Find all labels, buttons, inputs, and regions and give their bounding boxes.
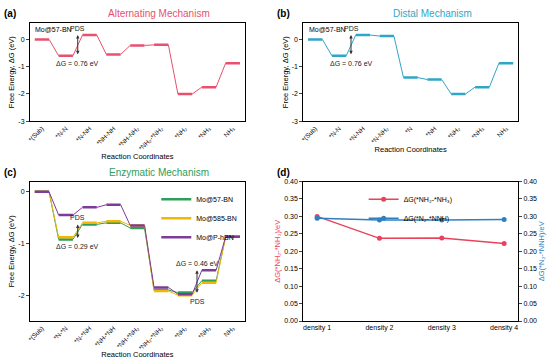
svg-text:0: 0 <box>21 188 25 195</box>
svg-text:-1: -1 <box>292 63 298 70</box>
svg-text:*NH₂-*NH₂: *NH₂-*NH₂ <box>137 125 164 152</box>
svg-text:ΔG(*NH₂-*NH₃)/eV: ΔG(*NH₂-*NH₃)/eV <box>273 220 282 283</box>
svg-text:0.10: 0.10 <box>523 283 537 290</box>
svg-text:*N-NH₂: *N-NH₂ <box>370 125 390 145</box>
svg-text:Mo@57-BN: Mo@57-BN <box>196 196 233 203</box>
svg-text:*(Sub): *(Sub) <box>27 125 46 144</box>
svg-text:*NH-NH: *NH-NH <box>95 125 117 147</box>
svg-text:Reaction Coordinates: Reaction Coordinates <box>375 145 447 154</box>
svg-text:*NH₃: *NH₃ <box>197 125 212 140</box>
svg-text:PDS: PDS <box>70 214 85 221</box>
svg-text:-2: -2 <box>18 90 24 97</box>
svg-text:*NH: *NH <box>424 125 438 139</box>
svg-text:density 1: density 1 <box>303 324 331 332</box>
svg-text:Mo@57-BN: Mo@57-BN <box>309 26 346 33</box>
svg-text:-3: -3 <box>292 118 298 125</box>
svg-text:*NH-*NH₂: *NH-*NH₂ <box>115 324 140 349</box>
svg-text:Reaction Coordinates: Reaction Coordinates <box>101 350 173 359</box>
svg-text:-2: -2 <box>18 292 24 299</box>
svg-text:(b): (b) <box>277 8 290 19</box>
svg-text:0.05: 0.05 <box>284 300 298 307</box>
svg-text:*NH-*NH: *NH-*NH <box>93 324 117 348</box>
svg-text:*(Sub): *(Sub) <box>27 325 46 344</box>
svg-text:*NH-NH₂: *NH-NH₂ <box>117 125 141 149</box>
svg-text:0.00: 0.00 <box>284 317 298 324</box>
svg-text:Mo@585-BN: Mo@585-BN <box>196 215 237 222</box>
svg-text:ΔG(*N₂-*NNH)/eV: ΔG(*N₂-*NNH)/eV <box>537 221 546 281</box>
svg-text:ΔG = 0.76 eV: ΔG = 0.76 eV <box>56 60 99 67</box>
svg-text:Enzymatic Mechanism: Enzymatic Mechanism <box>109 167 209 178</box>
svg-text:PDS: PDS <box>70 25 85 32</box>
svg-text:Distal Mechanism: Distal Mechanism <box>393 8 472 19</box>
svg-text:density 3: density 3 <box>428 324 456 332</box>
svg-text:NH₃: NH₃ <box>496 125 510 139</box>
svg-text:0: 0 <box>21 36 25 43</box>
svg-text:density 4: density 4 <box>490 324 518 332</box>
svg-text:density 2: density 2 <box>365 324 393 332</box>
svg-text:-1: -1 <box>18 63 24 70</box>
svg-text:ΔG = 0.76 eV: ΔG = 0.76 eV <box>330 60 373 67</box>
svg-text:0.35: 0.35 <box>523 195 537 202</box>
svg-text:ΔG = 0.46 eV: ΔG = 0.46 eV <box>176 260 219 267</box>
svg-text:*N-N: *N-N <box>54 125 69 140</box>
svg-text:(d): (d) <box>277 167 290 178</box>
svg-text:*NH₂: *NH₂ <box>173 324 188 339</box>
svg-text:*N-*N: *N-*N <box>52 324 69 341</box>
svg-text:Mo@P-hBN: Mo@P-hBN <box>196 234 233 241</box>
svg-text:0.40: 0.40 <box>523 178 537 185</box>
svg-text:*NH₃: *NH₃ <box>197 324 212 339</box>
svg-text:0.00: 0.00 <box>523 317 537 324</box>
svg-text:0.30: 0.30 <box>284 213 298 220</box>
svg-text:*NH₂: *NH₂ <box>173 125 188 140</box>
svg-text:*N-*NH: *N-*NH <box>73 324 93 344</box>
svg-text:0.35: 0.35 <box>284 195 298 202</box>
svg-text:*N: *N <box>404 125 414 135</box>
svg-text:*NH₂-*NH₂: *NH₂-*NH₂ <box>137 324 164 351</box>
svg-text:PDS: PDS <box>344 25 359 32</box>
svg-text:Reaction Coordinates: Reaction Coordinates <box>101 152 173 161</box>
svg-text:(c): (c) <box>4 167 16 178</box>
svg-text:*NH₃: *NH₃ <box>470 125 485 140</box>
svg-text:Free Energy, ΔG (eV): Free Energy, ΔG (eV) <box>7 36 16 108</box>
svg-text:Mo@57-BN: Mo@57-BN <box>35 26 72 33</box>
svg-text:0.20: 0.20 <box>284 248 298 255</box>
svg-text:ΔG(*N₂-*NNH): ΔG(*N₂-*NNH) <box>404 215 450 223</box>
svg-text:Free Energy, ΔG (eV): Free Energy, ΔG (eV) <box>7 215 16 287</box>
svg-text:0.30: 0.30 <box>523 213 537 220</box>
svg-text:ΔG = 0.29 eV: ΔG = 0.29 eV <box>56 243 99 250</box>
svg-text:NH₃: NH₃ <box>222 125 236 139</box>
svg-text:*(Sub): *(Sub) <box>300 125 319 144</box>
svg-text:-2: -2 <box>292 90 298 97</box>
svg-text:0.10: 0.10 <box>284 283 298 290</box>
svg-text:0.25: 0.25 <box>284 230 298 237</box>
svg-text:*N-N: *N-N <box>327 125 342 140</box>
svg-text:0.15: 0.15 <box>284 265 298 272</box>
svg-text:*NH₂: *NH₂ <box>446 125 461 140</box>
svg-text:PDS: PDS <box>190 298 205 305</box>
svg-text:-1: -1 <box>18 240 24 247</box>
svg-text:ΔG(*NH₂-*NH₃): ΔG(*NH₂-*NH₃) <box>404 196 452 204</box>
svg-text:*N-NH: *N-NH <box>74 125 92 143</box>
svg-text:NH₃: NH₃ <box>222 324 236 338</box>
svg-text:0.40: 0.40 <box>284 178 298 185</box>
svg-text:Alternating Mechanism: Alternating Mechanism <box>108 8 210 19</box>
svg-text:0.05: 0.05 <box>523 300 537 307</box>
svg-text:Free Energy, ΔG (eV): Free Energy, ΔG (eV) <box>281 36 290 108</box>
svg-text:0.20: 0.20 <box>523 248 537 255</box>
svg-text:0.25: 0.25 <box>523 230 537 237</box>
svg-text:0.15: 0.15 <box>523 265 537 272</box>
svg-text:(a): (a) <box>4 8 16 19</box>
svg-text:-3: -3 <box>18 118 24 125</box>
svg-text:*N-NH: *N-NH <box>348 125 366 143</box>
svg-text:0: 0 <box>294 36 298 43</box>
